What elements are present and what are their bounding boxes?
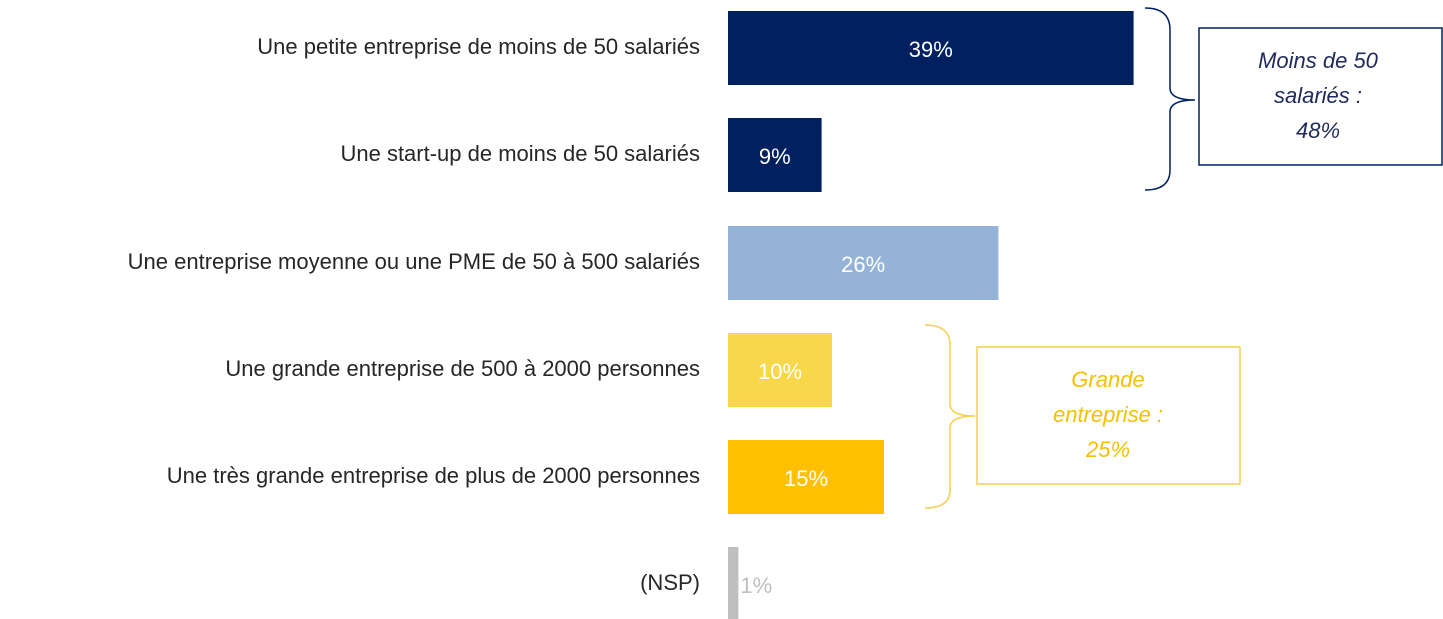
- value-label: 39%: [909, 37, 953, 62]
- annotation: Moins de 50: [1258, 48, 1379, 73]
- annotation-box: [976, 346, 1241, 485]
- bar: [728, 118, 822, 192]
- bracket: [924, 324, 976, 509]
- bar: [728, 440, 884, 514]
- category-label: Une grande entreprise de 500 à 2000 pers…: [225, 356, 700, 381]
- value-label: 1%: [740, 573, 772, 598]
- category-label: (NSP): [640, 570, 700, 595]
- value-label: 26%: [841, 252, 885, 277]
- annotation-box: [1198, 27, 1443, 166]
- bar: [728, 226, 999, 300]
- annotation: entreprise :: [1053, 402, 1163, 427]
- annotation: Grande: [1071, 367, 1144, 392]
- annotation: 48%: [1296, 118, 1340, 143]
- bar: [728, 11, 1134, 85]
- category-label: Une entreprise moyenne ou une PME de 50 …: [128, 249, 700, 274]
- annotation: 25%: [1085, 437, 1130, 462]
- bar: [728, 333, 832, 407]
- value-label: 10%: [758, 359, 802, 384]
- annotation: salariés :: [1274, 83, 1362, 108]
- bracket: [1144, 7, 1196, 191]
- bar: [728, 547, 739, 619]
- value-label: 9%: [759, 144, 791, 169]
- category-label: Une très grande entreprise de plus de 20…: [167, 463, 700, 488]
- category-label: Une start-up de moins de 50 salariés: [340, 141, 700, 166]
- category-label: Une petite entreprise de moins de 50 sal…: [257, 34, 700, 59]
- value-label: 15%: [784, 466, 828, 491]
